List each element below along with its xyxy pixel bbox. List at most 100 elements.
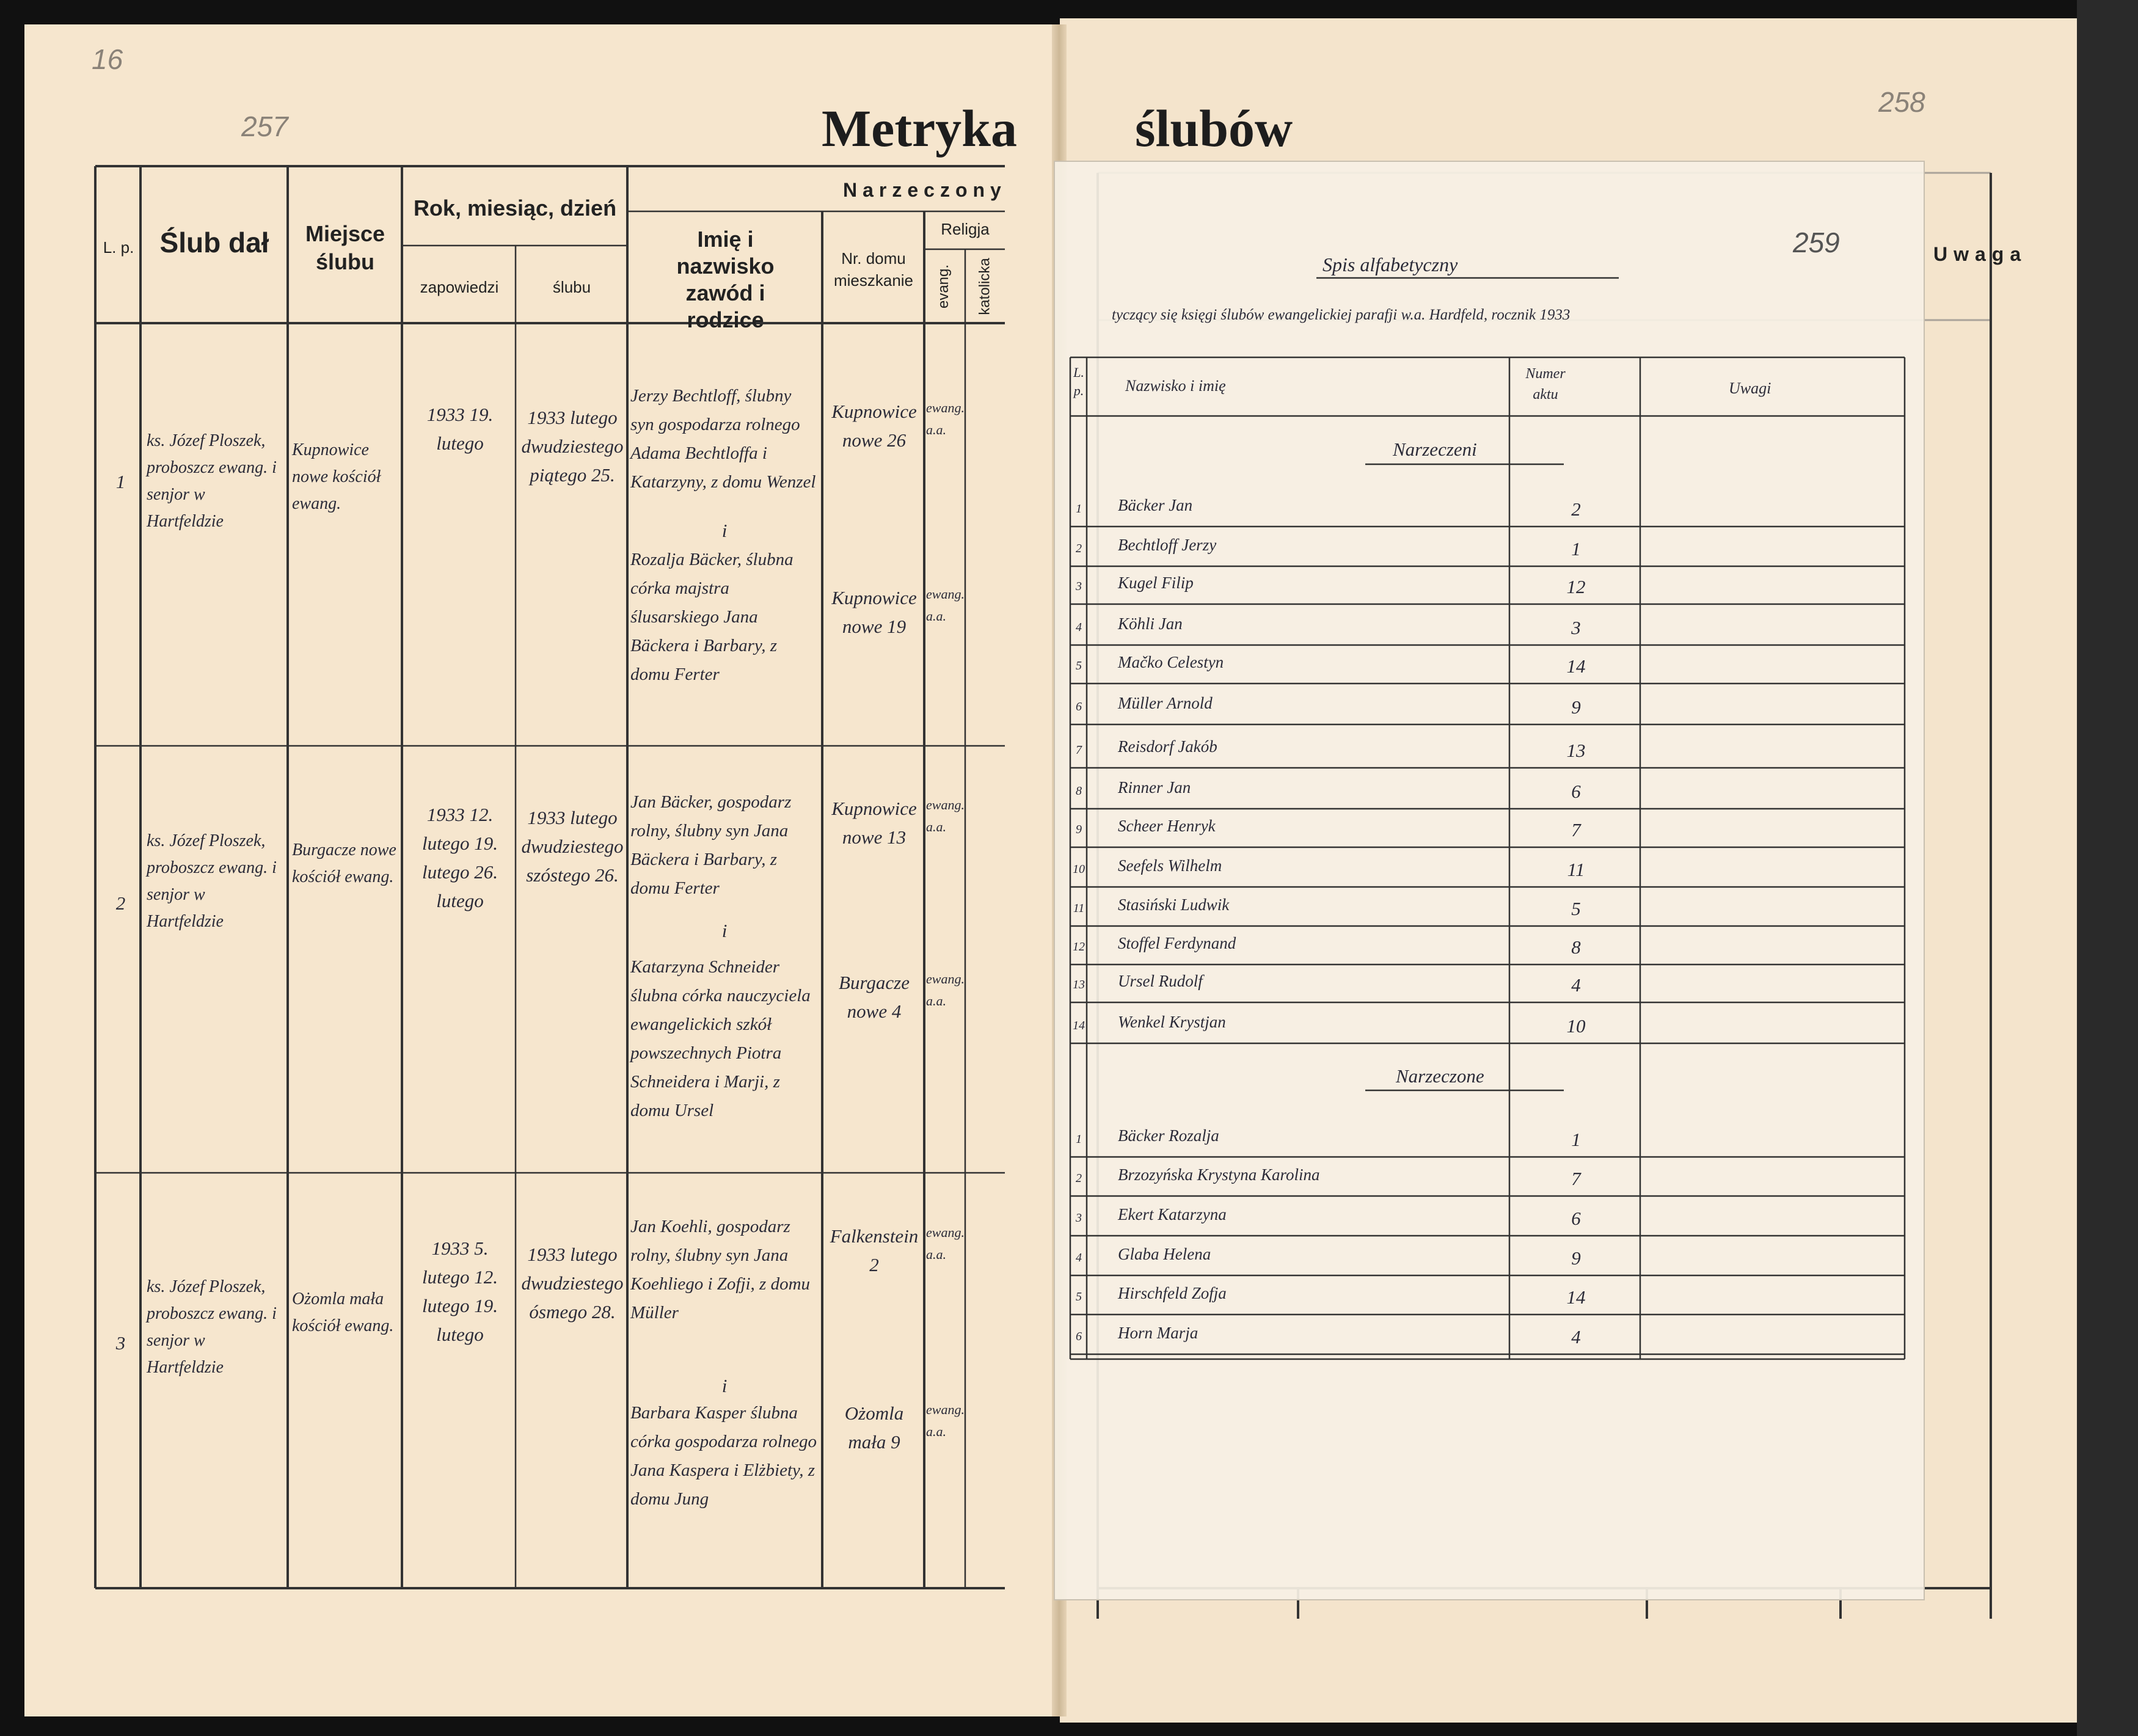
header: Uwaga — [1933, 243, 2027, 265]
officiant: ks. Józef Ploszek, proboszcz ewang. i se… — [147, 831, 277, 931]
index-sheet — [1054, 161, 1925, 1600]
index-number: 1 — [1571, 1129, 1581, 1150]
index-name: Mačko Celestyn — [1118, 653, 1224, 671]
index-number: 1 — [1571, 538, 1581, 560]
index-lp: 10 — [1073, 863, 1085, 876]
index-name: Rinner Jan — [1118, 778, 1191, 797]
index-number: 3 — [1571, 617, 1581, 638]
index-name: Bäcker Rozalja — [1118, 1126, 1219, 1145]
index-number: 2 — [1571, 498, 1581, 520]
index-number: 9 — [1571, 1247, 1581, 1269]
index-name: Scheer Henryk — [1118, 817, 1216, 835]
index-number: 12 — [1566, 576, 1586, 597]
index-lp: 4 — [1076, 621, 1082, 634]
index-title: Spis alfabetyczny — [1323, 253, 1458, 275]
index-lp: 5 — [1076, 1290, 1082, 1304]
bride-house: Ożomla mała 9 — [844, 1402, 904, 1453]
row-number: 2 — [115, 892, 126, 914]
title: ślubów — [1135, 99, 1293, 158]
bride: Katarzyna Schneider ślubna córka nauczyc… — [630, 957, 811, 1120]
index-header: Numer aktu — [1525, 366, 1566, 403]
index-number: 14 — [1566, 1286, 1586, 1308]
groom-religion: ewang. a.a. — [926, 400, 965, 437]
bride-religion: ewang. a.a. — [926, 586, 965, 624]
index-number: 4 — [1571, 1326, 1581, 1348]
index-name: Kugel Filip — [1118, 574, 1194, 592]
header: Religja — [941, 220, 990, 238]
index-name: Glaba Helena — [1118, 1245, 1211, 1263]
left-page — [24, 24, 1057, 1716]
bride-house: Burgacze nowe 4 — [839, 972, 910, 1022]
bride: Rozalja Bäcker, ślubna córka majstra ślu… — [630, 550, 794, 684]
officiant: ks. Józef Ploszek, proboszcz ewang. i se… — [147, 431, 277, 531]
header: Ślub dał — [159, 227, 269, 258]
title: Metryka — [822, 99, 1017, 158]
index-number: 10 — [1566, 1015, 1586, 1037]
index-name: Stasiński Ludwik — [1118, 895, 1230, 914]
bride-religion: ewang. a.a. — [926, 971, 965, 1008]
header: Rok, miesiąc, dzień — [413, 195, 617, 221]
index-lp: 11 — [1073, 902, 1085, 915]
index-number: 7 — [1571, 819, 1581, 841]
index-name: Ursel Rudolf — [1118, 972, 1203, 990]
groom-religion: ewang. a.a. — [926, 1225, 965, 1262]
index-number: 14 — [1566, 655, 1586, 677]
officiant: ks. Józef Ploszek, proboszcz ewang. i se… — [147, 1277, 277, 1377]
index-subtitle: tyczący się księgi ślubów ewangelickiej … — [1112, 307, 1571, 323]
index-lp: 2 — [1076, 1172, 1082, 1185]
header: Narzeczony — [843, 179, 1007, 201]
index-lp: 6 — [1076, 700, 1082, 713]
wedding-date: 1933 lutego dwudziestego piątego 25. — [521, 407, 624, 486]
place: Burgacze nowe kościół ewang. — [292, 841, 396, 886]
index-lp: 13 — [1073, 978, 1085, 991]
bride-religion: ewang. a.a. — [926, 1402, 965, 1439]
bride: Barbara Kasper ślubna córka gospodarza r… — [630, 1403, 817, 1509]
groom-house: Kupnowice nowe 26 — [831, 401, 917, 451]
index-lp: 9 — [1076, 823, 1082, 836]
index-header: Uwagi — [1729, 379, 1771, 397]
row-number: 1 — [115, 471, 126, 492]
banns-dates: 1933 19. lutego — [426, 404, 494, 454]
groom-religion: ewang. a.a. — [926, 797, 965, 834]
section-heading: Narzeczeni — [1393, 439, 1477, 460]
index-lp: 5 — [1076, 659, 1082, 673]
index-header: L. p. — [1073, 365, 1084, 398]
header: zapowiedzi — [420, 278, 499, 296]
index-name: Bäcker Jan — [1118, 496, 1193, 514]
index-name: Hirschfeld Zofja — [1118, 1284, 1227, 1302]
index-lp: 7 — [1076, 743, 1082, 757]
conjunction: i — [721, 520, 728, 541]
index-lp: 3 — [1076, 1211, 1082, 1225]
header: katolicka — [976, 258, 993, 315]
banns-dates: 1933 12. lutego 19. lutego 26. lutego — [422, 804, 498, 911]
index-name: Reisdorf Jakób — [1118, 737, 1217, 756]
groom-house: Kupnowice nowe 13 — [831, 798, 917, 848]
header: ślubu — [552, 278, 591, 296]
banns-dates: 1933 5. lutego 12. lutego 19. lutego — [422, 1238, 498, 1345]
header: Nr. domu mieszkanie — [833, 249, 914, 290]
wedding-date: 1933 lutego dwudziestego ósmego 28. — [521, 1244, 624, 1322]
index-number: 13 — [1566, 740, 1586, 761]
index-name: Wenkel Krystjan — [1118, 1013, 1226, 1031]
index-name: Bechtloff Jerzy — [1118, 536, 1217, 554]
index-number: 6 — [1571, 781, 1581, 802]
index-name: Müller Arnold — [1118, 694, 1213, 712]
header: L. p. — [103, 238, 134, 257]
index-name: Horn Marja — [1118, 1324, 1199, 1342]
wedding-date: 1933 lutego dwudziestego szóstego 26. — [521, 807, 624, 886]
index-lp: 14 — [1073, 1019, 1085, 1032]
bride-house: Kupnowice nowe 19 — [831, 587, 917, 637]
index-lp: 4 — [1076, 1251, 1082, 1264]
index-lp: 1 — [1076, 502, 1082, 516]
groom: Jan Koehli, gospodarz rolny, ślubny syn … — [630, 1217, 811, 1322]
index-name: Stoffel Ferdynand — [1118, 934, 1236, 952]
header: evang. — [935, 264, 952, 309]
index-number: 4 — [1571, 974, 1581, 996]
index-number: 6 — [1571, 1208, 1581, 1229]
index-lp: 1 — [1076, 1132, 1082, 1146]
index-number: 11 — [1567, 859, 1585, 880]
index-number: 9 — [1571, 696, 1581, 718]
index-lp: 12 — [1073, 940, 1085, 954]
index-name: Brzozyńska Krystyna Karolina — [1118, 1165, 1320, 1184]
